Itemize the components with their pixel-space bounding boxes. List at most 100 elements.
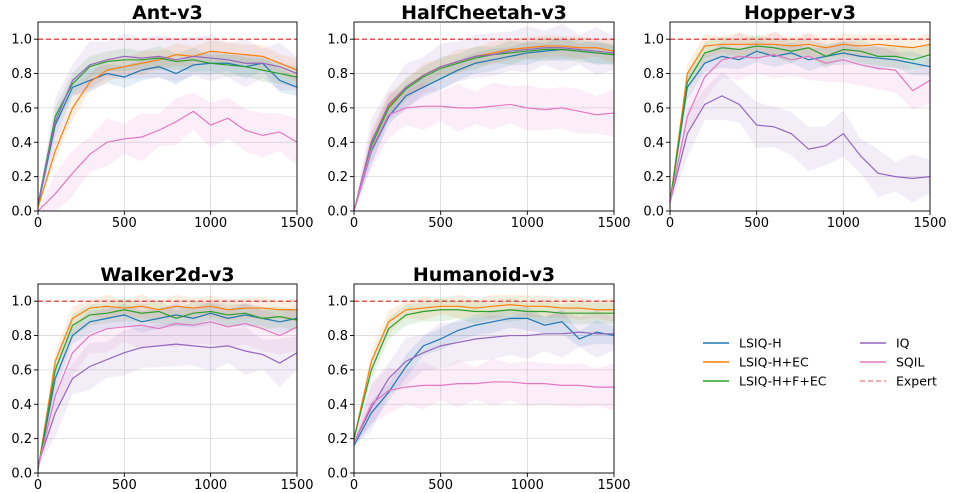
x-tick-label: 1500: [913, 216, 946, 231]
x-tick-label: 0: [34, 216, 42, 231]
y-tick-label: 0.6: [643, 101, 664, 116]
y-tick-label: 0.4: [643, 136, 664, 151]
y-tick-label: 0.0: [643, 205, 664, 220]
series-line-sqil: [353, 103, 615, 212]
band-lsiq-h: [38, 51, 297, 208]
series-line-lsiq-h-f-ec: [669, 45, 931, 203]
panel-humanoid-v3: 0.0 0.2 0.4 0.6 0.8 1.0 0 500 1000 1500 Humanoid-v…: [327, 264, 630, 493]
legend: LSIQ-H LSIQ-H+EC LSIQ-H+F+EC IQ SQIL Expert: [703, 336, 937, 389]
series-line-lsiq-h-ec: [37, 305, 297, 470]
x-tick-label: 0: [350, 216, 358, 231]
band-lsiq-h-ec: [38, 40, 297, 210]
series-line-lsiq-h-f-ec: [353, 48, 615, 212]
band-lsiq-h-f-ec: [354, 297, 614, 441]
y-tick-label: 0.2: [11, 170, 32, 185]
x-tick-label: 1000: [511, 216, 544, 231]
series-line-sqil: [353, 381, 614, 443]
band-lsiq-h: [354, 37, 614, 212]
panel-halfcheetah-v3: 0.0 0.2 0.4 0.6 0.8 1.0 0 500 1000 1500 HalfCheeta…: [327, 2, 630, 231]
band-iq: [354, 309, 614, 444]
y-tick-label: 0.6: [327, 101, 348, 116]
panel-title: HalfCheetah-v3: [401, 2, 567, 24]
x-tick-label: 0: [34, 478, 42, 493]
band-iq: [38, 33, 297, 206]
legend-label-sqil: SQIL: [896, 355, 924, 370]
x-tick-label: 0: [666, 216, 674, 231]
x-tick-label: 1500: [280, 478, 313, 493]
band-lsiq-h: [354, 306, 614, 448]
y-tick-label: 0.8: [643, 67, 664, 82]
y-tick-label: 0.0: [11, 205, 32, 220]
y-tick-label: 0.2: [327, 432, 348, 447]
y-tick-label: 0.0: [327, 205, 348, 220]
band-iq: [354, 23, 614, 211]
band-lsiq-h-f-ec: [38, 298, 297, 472]
y-tick-label: 0.8: [11, 329, 32, 344]
y-tick-label: 1.0: [11, 295, 32, 310]
panel-hopper-v3: 0.0 0.2 0.4 0.6 0.8 1.0 0 500 1000 1500 Hopper-v3: [643, 2, 946, 231]
legend-label-lsiq-h-ec: LSIQ-H+EC: [739, 355, 809, 370]
axes-frame: [669, 21, 931, 212]
series-line-iq: [37, 55, 298, 205]
y-tick-label: 0.2: [643, 170, 664, 185]
y-tick-label: 1.0: [11, 33, 32, 48]
band-sqil: [38, 92, 297, 211]
band-sqil: [354, 358, 614, 444]
band-lsiq-h-f-ec: [354, 37, 614, 211]
series-line-sqil: [37, 321, 298, 468]
band-lsiq-h: [38, 301, 297, 472]
series-line-sqil: [669, 54, 931, 203]
x-tick-label: 1500: [597, 478, 630, 493]
axes-frame: [353, 283, 615, 474]
panel-title: Hopper-v3: [744, 2, 856, 24]
legend-label-expert: Expert: [896, 374, 937, 389]
x-tick-label: 500: [112, 216, 137, 231]
x-tick-label: 1500: [597, 216, 630, 231]
y-tick-label: 0.8: [11, 67, 32, 82]
series-line-lsiq-h-ec: [353, 45, 615, 212]
x-tick-label: 1000: [194, 216, 227, 231]
series-line-iq: [353, 47, 615, 212]
legend-label-lsiq-h-f-ec: LSIQ-H+F+EC: [739, 374, 827, 389]
axes-frame: [37, 21, 298, 212]
band-sqil: [354, 82, 614, 211]
band-lsiq-h: [670, 40, 930, 205]
band-sqil: [670, 30, 930, 205]
x-tick-label: 1000: [827, 216, 860, 231]
y-tick-label: 0.8: [327, 329, 348, 344]
x-tick-label: 500: [428, 216, 453, 231]
y-tick-label: 1.0: [327, 295, 348, 310]
series-line-iq: [353, 331, 614, 443]
panel-title: Humanoid-v3: [413, 264, 555, 286]
band-sqil: [38, 299, 297, 470]
series-line-lsiq-h-f-ec: [37, 309, 298, 470]
band-lsiq-h-ec: [670, 32, 930, 205]
y-tick-label: 0.0: [327, 467, 348, 482]
series-line-lsiq-h: [669, 50, 931, 203]
y-tick-label: 0.4: [11, 136, 32, 151]
series-line-lsiq-h-ec: [353, 304, 614, 439]
panel-title: Ant-v3: [132, 2, 203, 24]
x-tick-label: 1000: [511, 478, 544, 493]
series-line-lsiq-h-ec: [669, 43, 931, 203]
legend-label-iq: IQ: [896, 336, 910, 351]
y-tick-label: 0.6: [327, 363, 348, 378]
band-iq: [670, 72, 930, 205]
band-iq: [38, 322, 297, 467]
y-tick-label: 0.8: [327, 67, 348, 82]
series-line-lsiq-h-ec: [37, 50, 298, 208]
band-lsiq-h-ec: [38, 294, 297, 472]
y-tick-label: 0.6: [11, 363, 32, 378]
panel-title: Walker2d-v3: [100, 264, 234, 286]
x-tick-label: 0: [350, 478, 358, 493]
y-tick-label: 0.4: [327, 398, 348, 413]
band-lsiq-h-ec: [354, 35, 614, 212]
legend-label-lsiq-h: LSIQ-H: [739, 336, 782, 351]
x-tick-label: 500: [112, 478, 137, 493]
y-tick-label: 0.0: [11, 467, 32, 482]
x-tick-label: 1500: [280, 216, 313, 231]
x-tick-label: 1000: [194, 478, 227, 493]
y-tick-label: 1.0: [643, 33, 664, 48]
panel-ant-v3: 0.0 0.2 0.4 0.6 0.8 1.0 0 500 1000 1500 Ant-v3: [11, 2, 313, 231]
